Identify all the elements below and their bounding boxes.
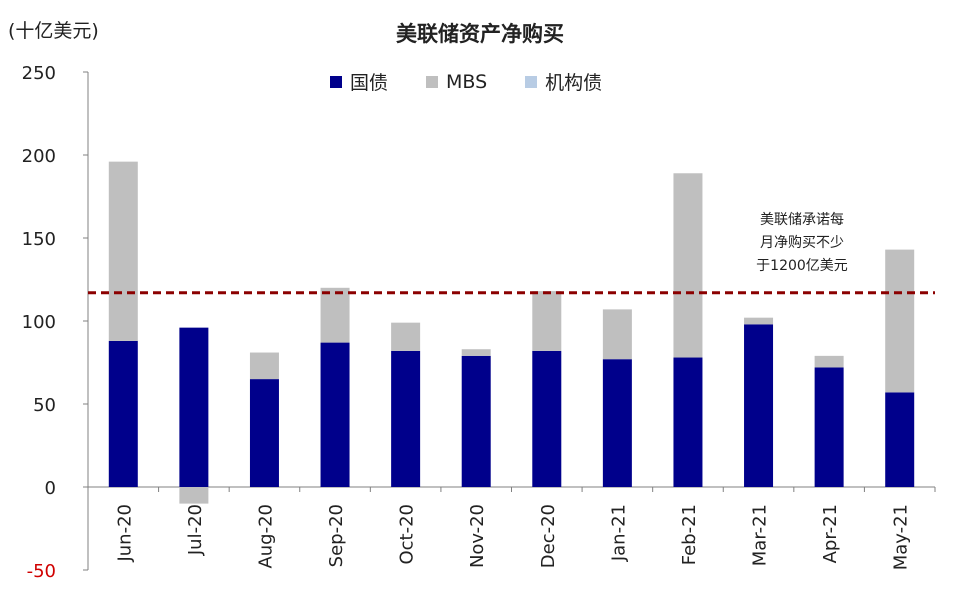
x-tick-label: Aug-20 bbox=[255, 504, 276, 569]
x-tick-label: Nov-20 bbox=[467, 504, 488, 568]
x-tick-label: Mar-21 bbox=[750, 504, 771, 566]
annotation-line-1: 美联储承诺每 bbox=[760, 212, 844, 228]
y-tick-label: -50 bbox=[27, 561, 56, 582]
legend-label-mbs: MBS bbox=[446, 70, 488, 93]
bar-mbs bbox=[673, 173, 703, 358]
bar-mbs bbox=[320, 287, 350, 343]
legend: 国债 MBS 机构债 bbox=[330, 68, 602, 95]
y-tick-label: 150 bbox=[22, 229, 56, 250]
bar-mbs bbox=[885, 249, 915, 393]
x-tick-label: Dec-20 bbox=[538, 504, 559, 568]
bar-treasury bbox=[391, 350, 421, 487]
x-tick-label: Jan-21 bbox=[608, 504, 629, 562]
x-tick-label: May-21 bbox=[891, 504, 912, 570]
bar-treasury bbox=[249, 379, 279, 487]
bars bbox=[108, 161, 915, 504]
bar-mbs bbox=[532, 291, 562, 351]
bar-treasury bbox=[532, 350, 562, 487]
x-tick-label: Apr-21 bbox=[820, 504, 841, 563]
axes: 250 200 150 100 50 0 -50 Jun-20 Jul-20 Aug-20 Sep-… bbox=[22, 63, 936, 582]
bar-treasury bbox=[108, 340, 138, 487]
legend-swatch-treasury bbox=[330, 75, 342, 88]
bar-treasury bbox=[320, 342, 350, 487]
legend-item-agency: 机构债 bbox=[525, 68, 602, 95]
bar-mbs bbox=[461, 349, 491, 356]
legend-item-mbs: MBS bbox=[426, 71, 487, 93]
bar-treasury bbox=[744, 324, 774, 487]
annotation-line-2: 月净购买不少 bbox=[760, 235, 844, 251]
bar-mbs bbox=[249, 352, 279, 380]
bar-mbs bbox=[744, 317, 774, 325]
x-tick-label: Jul-20 bbox=[185, 504, 206, 556]
bar-mbs bbox=[391, 322, 421, 351]
bar-mbs bbox=[602, 309, 632, 360]
x-tick-label: Jun-20 bbox=[114, 504, 135, 563]
y-tick-label: 50 bbox=[33, 395, 56, 416]
y-tick-label: 250 bbox=[22, 63, 56, 84]
bar-mbs bbox=[179, 487, 209, 504]
x-tick-label: Feb-21 bbox=[679, 504, 700, 565]
bar-treasury bbox=[602, 359, 632, 487]
bar-treasury bbox=[673, 357, 703, 487]
legend-item-treasury: 国债 bbox=[330, 68, 388, 95]
legend-label-agency: 机构债 bbox=[545, 72, 603, 94]
bar-treasury bbox=[814, 367, 844, 487]
bar-treasury bbox=[885, 392, 915, 487]
chart-title: 美联储资产净购买 bbox=[396, 22, 564, 46]
legend-swatch-mbs bbox=[426, 75, 439, 88]
legend-label-treasury: 国债 bbox=[350, 72, 389, 94]
annotation: 美联储承诺每 月净购买不少 于1200亿美元 bbox=[742, 209, 862, 278]
y-tick-label: 0 bbox=[45, 478, 56, 499]
bar-treasury bbox=[179, 327, 209, 487]
bar-mbs bbox=[108, 161, 138, 341]
bar-mbs bbox=[814, 355, 844, 368]
unit-label: (十亿美元) bbox=[8, 20, 99, 42]
bar-treasury bbox=[461, 355, 491, 487]
annotation-line-3: 于1200亿美元 bbox=[756, 258, 848, 274]
legend-swatch-agency bbox=[525, 75, 538, 88]
y-tick-label: 100 bbox=[22, 312, 56, 333]
y-tick-label: 200 bbox=[22, 146, 56, 167]
x-tick-label: Oct-20 bbox=[397, 504, 418, 565]
x-tick-label: Sep-20 bbox=[326, 504, 347, 567]
